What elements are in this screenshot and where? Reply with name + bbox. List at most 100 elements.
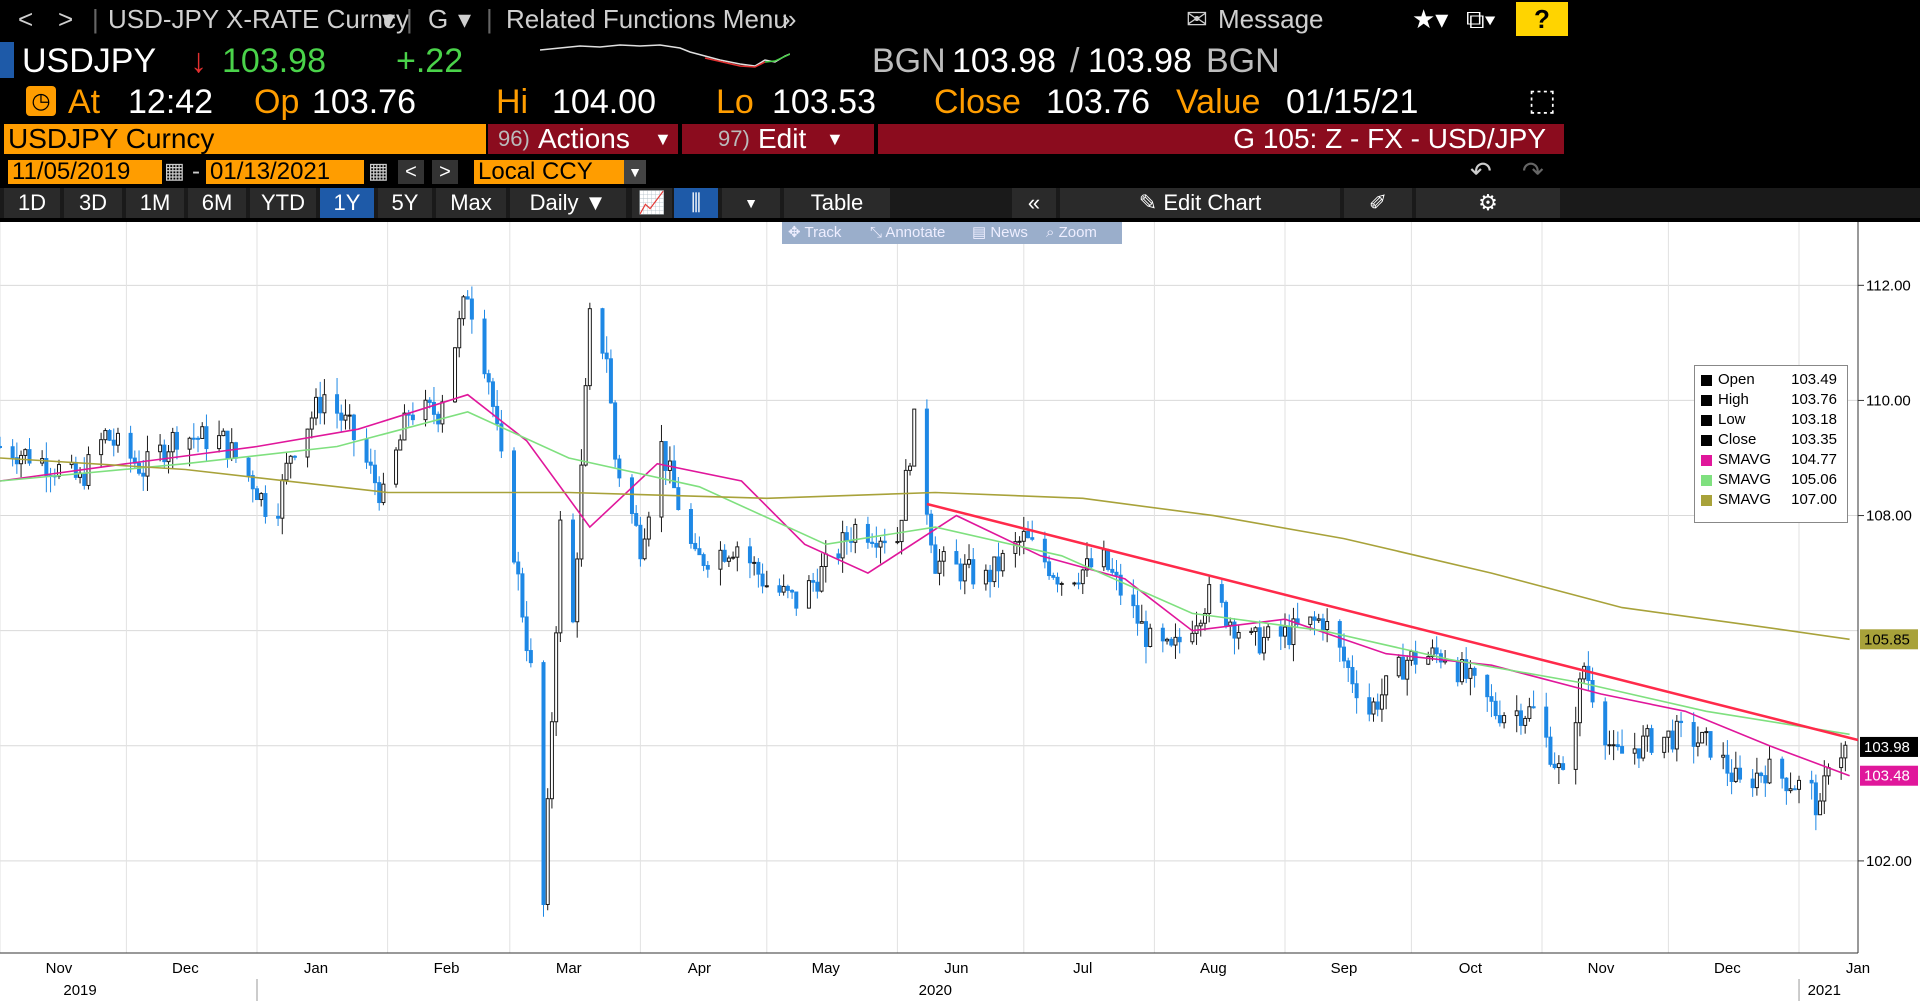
end-date-field[interactable]: 01/13/2021	[206, 160, 364, 184]
candle-body	[676, 487, 681, 511]
security-field[interactable]: USDJPY Curncy	[4, 124, 486, 154]
table-button[interactable]: Table	[784, 188, 890, 218]
period-tab-6m[interactable]: 6M	[188, 188, 246, 218]
calendar-icon[interactable]: ▦	[164, 158, 185, 183]
value-label: Value	[1176, 83, 1261, 121]
star-icon[interactable]: ★▾	[1412, 4, 1449, 34]
candle-body	[394, 449, 399, 485]
price-label-tag	[1860, 629, 1918, 650]
price-chart[interactable]: 112.00 110.00 108.00 102.00 Nov Dec Jan Feb Mar A…	[0, 222, 1920, 1001]
line-chart-type-button[interactable]: 📈	[632, 188, 672, 218]
candle-body	[1527, 706, 1532, 719]
period-tab-1m[interactable]: 1M	[126, 188, 184, 218]
candle-body	[908, 465, 913, 471]
chevron-down-icon: ▼	[624, 160, 646, 184]
forward-button[interactable]: >	[58, 4, 74, 34]
start-date-field[interactable]: 11/05/2019	[8, 160, 162, 184]
gear-icon[interactable]: ⚙	[1416, 188, 1560, 218]
high-label: Hi	[496, 83, 529, 121]
period-tab-ytd[interactable]: YTD	[250, 188, 316, 218]
candle-body	[722, 549, 727, 562]
legend-label: Close	[1718, 431, 1757, 448]
tool-zoom[interactable]: ⌕ Zoom	[1046, 224, 1097, 241]
candle-body	[819, 566, 824, 592]
candle-body	[613, 402, 618, 460]
candle-body	[781, 585, 786, 593]
candle-body	[82, 472, 87, 486]
candle-body	[912, 408, 917, 467]
double-chevron-icon[interactable]: »	[782, 4, 797, 34]
x-tick-label: Nov	[46, 960, 73, 977]
edit-chart-button[interactable]: ✎ Edit Chart	[1060, 188, 1340, 218]
period-tab-max[interactable]: Max	[436, 188, 506, 218]
x-year-label: 2019	[63, 982, 96, 999]
window-icon[interactable]: ⧉▾	[1466, 4, 1496, 34]
candle-body	[1544, 706, 1549, 738]
candle-body	[747, 546, 752, 564]
calendar-icon[interactable]: ▦	[368, 158, 389, 183]
next-range-button[interactable]: >	[432, 160, 458, 184]
prev-range-button[interactable]: <	[398, 160, 424, 184]
chart-export-icon[interactable]: ⬚	[1528, 84, 1557, 117]
period-tab-1d[interactable]: 1D	[4, 188, 60, 218]
related-functions-menu[interactable]: Related Functions Menu	[506, 4, 788, 34]
redo-icon[interactable]: ↷	[1522, 156, 1544, 186]
chart-type-dropdown[interactable]: ▼	[722, 188, 780, 218]
candle-body	[381, 483, 386, 504]
candle-body	[1165, 638, 1170, 642]
edit-menu[interactable]: 97) Edit ▼	[682, 124, 874, 154]
period-tab-1y[interactable]: 1Y	[320, 188, 374, 218]
currency-select[interactable]: Local CCY ▼	[474, 160, 646, 184]
candle-body	[377, 482, 382, 504]
candle-body	[313, 396, 318, 419]
envelope-icon[interactable]: ✉	[1186, 4, 1208, 34]
candle-body	[604, 352, 609, 360]
candle-body	[1754, 772, 1759, 789]
candle-body	[14, 457, 19, 465]
chart-area[interactable]: 112.00 110.00 108.00 102.00 Nov Dec Jan Feb Mar A…	[0, 222, 1920, 1001]
at-label: At	[68, 83, 101, 121]
help-button[interactable]: ?	[1516, 2, 1568, 36]
candle-body	[1312, 616, 1317, 621]
candle-body	[1662, 736, 1667, 753]
tool-news[interactable]: ▤ News	[972, 224, 1028, 241]
tool-annotate[interactable]: ⤡ Annotate	[870, 224, 946, 241]
tool-track[interactable]: ✥ Track	[788, 224, 842, 241]
candle-body	[170, 431, 175, 453]
candle-body	[1700, 731, 1705, 744]
function-menu[interactable]: G	[428, 4, 449, 34]
candle-body	[457, 318, 462, 349]
edit-label: Edit	[758, 123, 807, 154]
chevron-down-icon[interactable]: ▾	[382, 4, 396, 34]
candle-body	[1813, 782, 1818, 816]
frequency-select[interactable]: Daily ▼	[510, 188, 626, 218]
candle-chart-type-button[interactable]: ⫼	[674, 188, 718, 218]
high-value: 104.00	[552, 83, 656, 121]
candle-body	[608, 358, 613, 404]
message-button[interactable]: Message	[1218, 4, 1324, 34]
legend-swatch	[1701, 454, 1712, 466]
candle-body	[141, 472, 146, 477]
period-tab-5y[interactable]: 5Y	[378, 188, 432, 218]
candle-body	[486, 373, 491, 383]
actions-menu[interactable]: 96) Actions ▼	[488, 124, 678, 154]
down-arrow-icon: ↓	[190, 42, 207, 80]
legend-value: 107.00	[1791, 491, 1837, 508]
undo-icon[interactable]: ↶	[1470, 156, 1492, 186]
legend-label: Open	[1718, 371, 1755, 388]
candle-body	[1472, 667, 1477, 676]
ask-price: 103.98	[1088, 42, 1192, 80]
source-label: BGN	[872, 42, 946, 80]
back-button[interactable]: <	[18, 4, 34, 34]
candle-body	[878, 540, 883, 548]
chevron-down-icon[interactable]: ▾	[458, 4, 472, 34]
annotation-toggle-icon[interactable]: ✐	[1344, 188, 1412, 218]
period-tab-3d[interactable]: 3D	[64, 188, 122, 218]
collapse-icon[interactable]: «	[1012, 188, 1056, 218]
security-menu[interactable]: USD-JPY X-RATE Curncy	[108, 4, 409, 34]
candle-body	[1636, 748, 1641, 759]
candle-body	[56, 464, 61, 477]
candle-body	[1249, 630, 1254, 633]
candle-body	[1198, 622, 1203, 627]
candle-body	[600, 308, 605, 354]
